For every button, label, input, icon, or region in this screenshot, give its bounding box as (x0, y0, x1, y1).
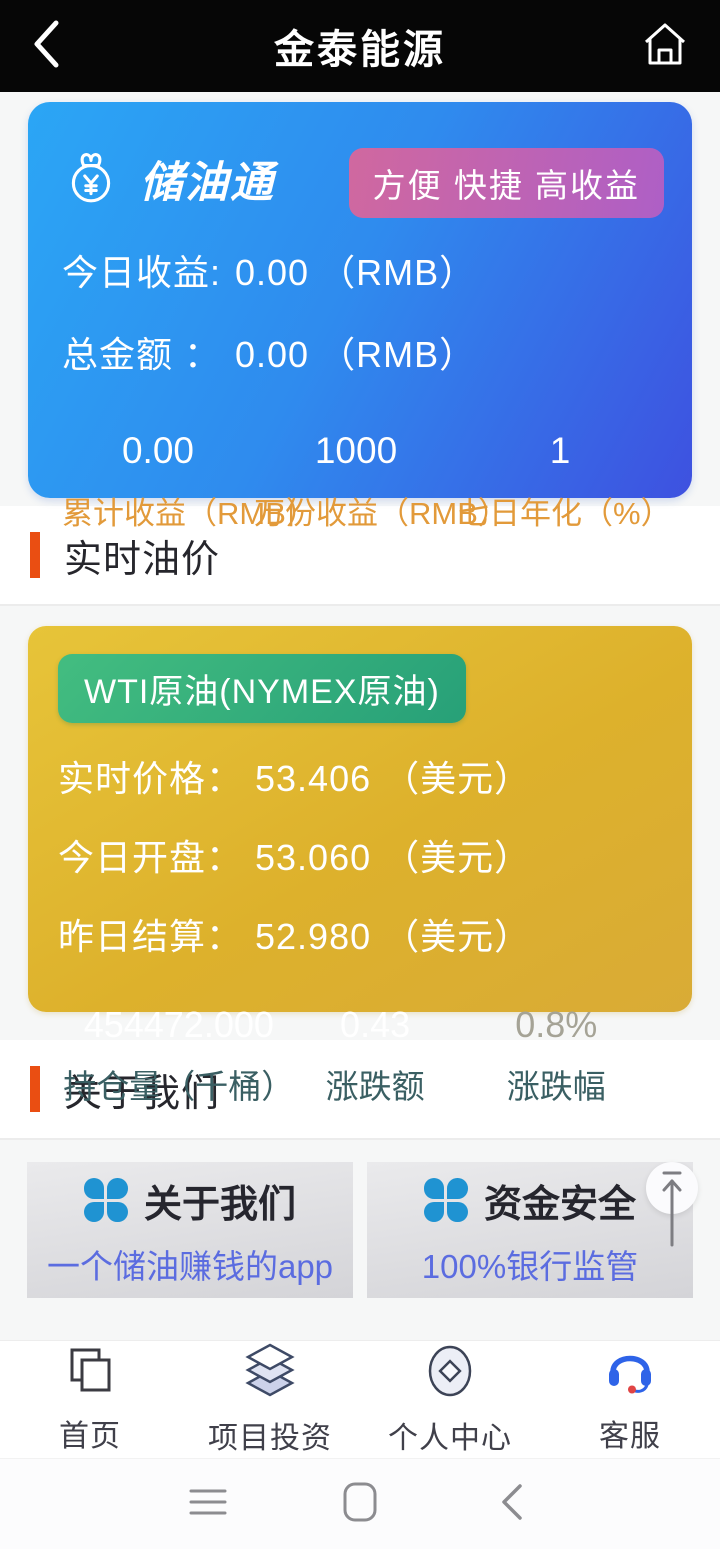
tab-support[interactable]: 客服 (540, 1341, 720, 1458)
today-earnings-label: 今日收益: (62, 252, 222, 293)
stat-value: 0.43 (340, 1004, 411, 1045)
money-bag-icon (62, 148, 120, 211)
stat-per-10k-earnings: 1000 万份收益（RMB） (254, 430, 509, 533)
open-price-line: 今日开盘： 53.060 （美元） (58, 829, 662, 881)
product-name: 储油通 (140, 159, 275, 207)
home-button[interactable] (620, 20, 690, 73)
stat-value: 0.8% (515, 1004, 598, 1045)
oil-stats-row: 454472.000 持仓量（千桶） 0.43 涨跌额 0.8% 涨跌幅 (58, 1004, 662, 1108)
about-us-card[interactable]: 关于我们 一个储油赚钱的app (27, 1162, 353, 1298)
live-price-unit: （美元） (383, 758, 532, 799)
total-amount-unit: （RMB） (319, 334, 477, 375)
menu-lines-icon (187, 1486, 229, 1523)
pages-icon (64, 1345, 116, 1402)
stat-label: 涨跌额 (325, 1068, 425, 1105)
tab-label: 项目投资 (208, 1421, 332, 1455)
today-earnings-line: 今日收益: 0.00 （RMB） (62, 244, 662, 296)
settle-price-value: 52.980 (255, 916, 372, 957)
back-button[interactable] (30, 18, 100, 75)
tab-label: 客服 (599, 1419, 661, 1453)
product-slogan-badge: 方便 快捷 高收益 (348, 148, 664, 218)
headset-icon (603, 1345, 657, 1402)
tab-projects[interactable]: 项目投资 (180, 1341, 360, 1458)
page-title: 金泰能源 (274, 28, 446, 72)
chevron-left-icon (499, 1482, 525, 1527)
about-cards-row: 关于我们 一个储油赚钱的app 资金安全 100%银行监管 (0, 1162, 720, 1298)
coin-icon (425, 1343, 475, 1404)
stat-accumulated-earnings: 0.00 累计收益（RMB） (62, 430, 317, 533)
stat-label: 涨跌幅 (506, 1068, 606, 1105)
settle-price-label: 昨日结算： (58, 916, 244, 957)
live-price-line: 实时价格： 53.406 （美元） (58, 750, 662, 802)
stat-label: 万份收益（RMB） (254, 496, 509, 531)
open-price-value: 53.060 (255, 837, 372, 878)
settle-price-unit: （美元） (383, 916, 532, 957)
section-accent-bar (30, 1066, 40, 1112)
stat-open-interest: 454472.000 持仓量（千桶） (58, 1004, 300, 1108)
app-bar: 金泰能源 (0, 0, 720, 92)
back-chevron-icon (30, 18, 62, 75)
clover-logo-icon (83, 1178, 128, 1222)
oil-price-card: WTI原油(NYMEX原油) 实时价格： 53.406 （美元） 今日开盘： 53.0… (28, 626, 692, 1105)
stat-7day-annualized: 1 七日年化（%） (458, 430, 672, 533)
tab-label: 个人中心 (388, 1421, 512, 1455)
android-back-button[interactable] (484, 1482, 540, 1527)
section-title: 实时油价 (64, 538, 221, 581)
tab-home[interactable]: 首页 (0, 1341, 180, 1458)
oil-contract-badge: WTI原油(NYMEX原油) (58, 654, 466, 723)
live-price-value: 53.406 (255, 758, 372, 799)
total-amount-line: 总金额 ： 0.00 （RMB） (62, 326, 662, 378)
section-live-oil-price: 实时油价 (0, 506, 720, 606)
total-amount-label: 总金额 ： (62, 334, 222, 375)
stat-value: 454472.000 (83, 1004, 274, 1045)
open-price-label: 今日开盘： (58, 837, 244, 878)
stat-label: 累计收益（RMB） (62, 496, 317, 531)
open-price-unit: （美元） (383, 837, 532, 878)
layers-icon (243, 1343, 297, 1404)
android-menu-button[interactable] (180, 1486, 236, 1523)
fund-safety-card[interactable]: 资金安全 100%银行监管 (367, 1162, 693, 1298)
back-to-top-button[interactable] (646, 1162, 698, 1247)
settle-price-line: 昨日结算： 52.980 （美元） (58, 908, 662, 960)
live-price-label: 实时价格： (58, 758, 244, 799)
tab-label: 首页 (59, 1419, 121, 1453)
section-title: 关于我们 (64, 1072, 221, 1115)
tab-profile[interactable]: 个人中心 (360, 1341, 540, 1458)
section-accent-bar (30, 532, 40, 578)
stat-change-percent: 0.8% 涨跌幅 (451, 1004, 662, 1108)
total-amount-value: 0.00 (235, 334, 310, 375)
stat-label: 七日年化（%） (458, 496, 672, 531)
stat-value: 1 (549, 430, 571, 471)
hero-stats-row: 0.00 累计收益（RMB） 1000 万份收益（RMB） 1 七日年化（%） (62, 430, 672, 533)
home-icon (640, 20, 690, 73)
about-card-subtitle: 一个储油赚钱的app (46, 1247, 334, 1285)
bottom-tab-bar: 首页 项目投资 个人中心 (0, 1340, 720, 1458)
android-home-button[interactable] (332, 1481, 388, 1528)
android-nav-bar (0, 1458, 720, 1549)
savings-product-card: 储油通 方便 快捷 高收益 今日收益: 0.00 （RMB） 总金额 ： 0.00 （R… (28, 102, 692, 531)
stat-value: 1000 (314, 430, 398, 471)
clover-logo-icon (423, 1178, 468, 1222)
stat-change-amount: 0.43 涨跌额 (300, 1004, 451, 1108)
stat-label: 持仓量（千桶） (63, 1068, 295, 1105)
stat-value: 0.00 (121, 430, 194, 471)
rounded-square-icon (342, 1481, 378, 1528)
today-earnings-value: 0.00 (235, 252, 310, 293)
section-about-us: 关于我们 (0, 1040, 720, 1140)
today-earnings-unit: （RMB） (319, 252, 477, 293)
about-card-subtitle: 100%银行监管 (421, 1247, 639, 1285)
about-card-title: 关于我们 (143, 1183, 296, 1226)
about-card-title: 资金安全 (483, 1183, 636, 1226)
